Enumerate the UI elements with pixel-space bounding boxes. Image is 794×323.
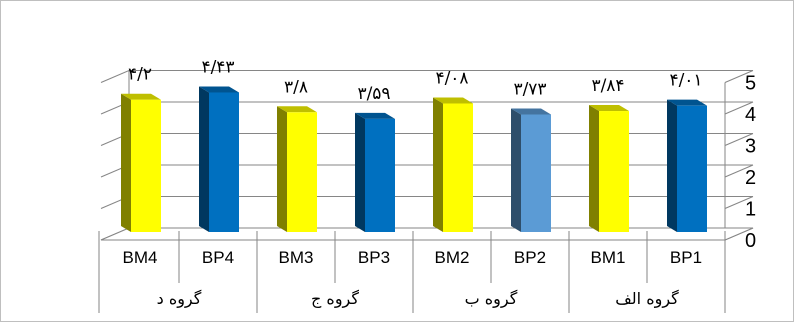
bar [287,112,317,232]
bar-top [667,99,707,106]
x-tick-label: BM1 [591,248,626,267]
data-label: ۳/۸ [284,77,308,97]
axis-tick-depth [724,164,754,178]
bar [677,105,707,232]
y-tick-label: 2 [745,167,756,189]
data-label: ۳/۸۴ [591,76,624,96]
data-label: ۳/۵۹ [357,84,390,104]
bar-top [433,97,473,104]
bar-side [511,108,521,232]
bar-top [511,108,551,115]
y-tick-label: 3 [745,136,756,158]
bar-top [589,105,629,112]
group-label: گروه الف [615,289,679,309]
bar [365,118,395,232]
floor [100,227,754,241]
data-label: ۳/۷۳ [513,80,546,100]
x-tick-label: BM4 [123,248,158,267]
bar [209,92,239,232]
bar-side [667,99,677,232]
group-label: گروه ب [465,289,518,309]
axis-tick-depth [724,70,754,83]
bar [131,99,161,232]
group-label: گروه ج [311,289,359,309]
data-label: ۴/۲ [128,65,152,85]
group-label: گروه د [157,289,202,309]
gridline-depth [100,70,130,83]
x-tick-label: BM2 [435,248,470,267]
bar [599,111,629,232]
bar-side [433,97,443,232]
bar-side [121,93,131,232]
bar-top [277,106,317,113]
axis-tick-depth [724,133,754,146]
bar-side [277,106,287,232]
x-tick-label: BP3 [358,248,390,267]
y-tick-label: 4 [745,104,756,126]
bar-side [199,86,209,232]
x-tick-label: BP4 [202,248,234,267]
y-tick-label: 1 [745,199,756,221]
axis-tick-depth [724,196,754,209]
data-label: ۴/۰۱ [669,71,702,91]
y-tick-label: 5 [745,73,756,95]
axis-tick-depth [724,101,754,115]
bar-top [355,112,395,119]
bar [443,103,473,232]
x-tick-label: BP2 [514,248,546,267]
bar-top [121,93,161,100]
bar [521,114,551,232]
bar-side [589,105,599,232]
bar-side [355,112,365,232]
data-label: ۴/۴۳ [201,57,234,77]
y-tick-label: 0 [745,230,756,252]
bar-top [199,86,239,93]
x-tick-label: BM3 [279,248,314,267]
data-label: ۴/۰۸ [435,68,468,88]
x-tick-label: BP1 [670,248,702,267]
